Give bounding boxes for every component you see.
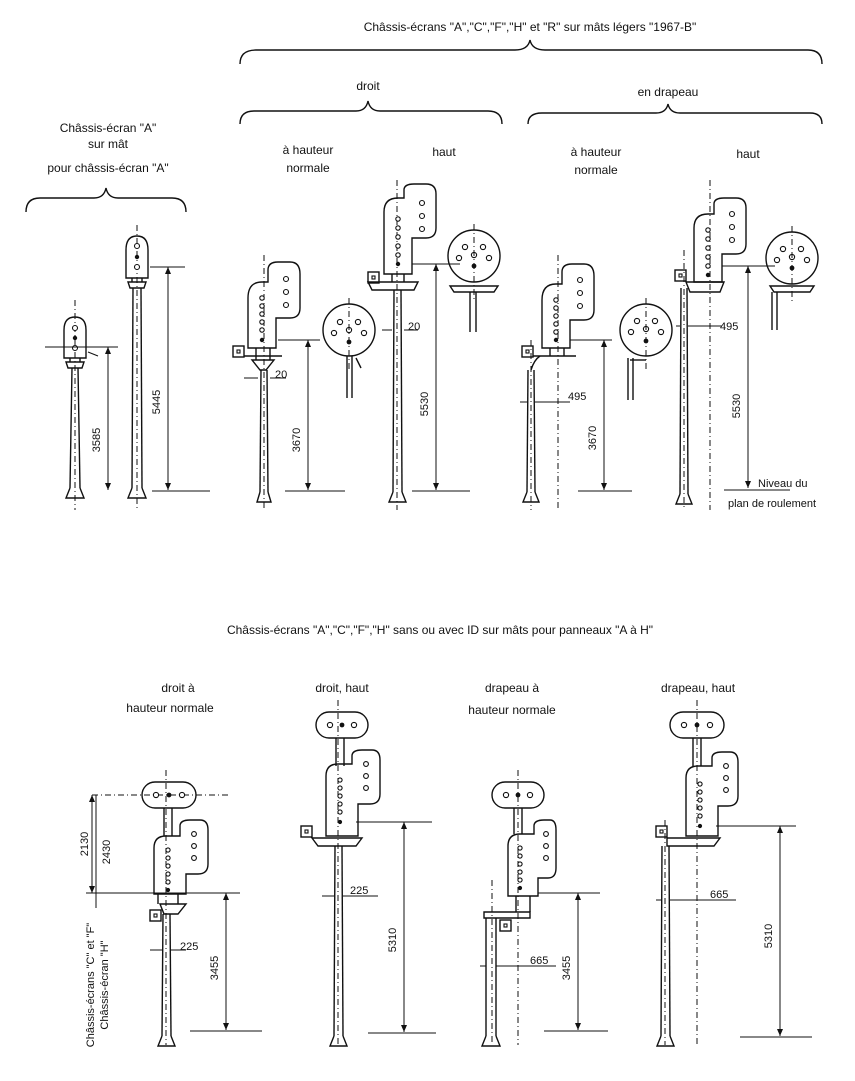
mast-b2: 225 5310 [300,700,436,1047]
dim-drap-haut-off: 495 [720,321,738,333]
b3-label-1: drapeau à [485,681,539,695]
b2-label: droit, haut [315,681,369,695]
mast-droit-haut: 20 5530 [366,180,501,510]
dim-droit-normal-h: 3670 [291,428,303,452]
b1-label-2: hauteur normale [126,701,214,715]
droit-title: droit [356,79,380,93]
dim-droit-haut-off: 20 [408,321,420,333]
dim-b4-h: 5310 [763,924,775,948]
dim-droit-haut-h: 5530 [419,392,431,416]
dim-drap-normal-off: 495 [568,391,586,403]
group-a-line3: pour châssis-écran "A" [47,161,168,175]
bottom-title: Châssis-écrans "A","C","F","H" sans ou a… [227,623,653,637]
droit-haut-label: haut [432,145,456,159]
droit-normal-label-1: à hauteur [283,143,334,157]
mast-a-tall: 5445 [125,225,210,510]
dim-a-tall: 5445 [151,390,163,414]
dim-b2-off: 225 [350,885,368,897]
mast-b3: 665 3455 [480,770,608,1047]
drap-haut-label: haut [736,147,760,161]
drap-normal-label-1: à hauteur [571,145,622,159]
side-label-1: Châssis-écrans "C" et "F" [85,923,97,1048]
mast-drap-haut: 495 5530 Niveau du plan de roulement [674,180,819,510]
droit-brace [239,100,503,125]
dim-drap-haut-h: 5530 [731,394,743,418]
dim-b1-h: 3455 [209,956,221,980]
ground-label-1: Niveau du [758,478,808,490]
top-title: Châssis-écrans "A","C","F","H" et "R" su… [364,20,697,34]
drapeau-brace [527,103,823,125]
dim-droit-normal-off: 20 [275,369,287,381]
dim-b4-off: 665 [710,889,728,901]
b4-label: drapeau, haut [661,681,736,695]
group-a-line1: Châssis-écran "A" [60,121,157,135]
side-label-2: Châssis-écran "H" [99,940,111,1029]
dim-b1-top2: 2430 [101,840,113,864]
dim-b2-h: 5310 [387,928,399,952]
mast-b4: 665 5310 [655,700,812,1047]
dim-b1-top1: 2130 [79,832,91,856]
drap-normal-label-2: normale [574,163,618,177]
group-a-brace [25,187,187,213]
mast-droit-normal: 20 3670 [232,255,376,510]
mast-b1: 225 3455 2130 2430 [79,770,262,1047]
mast-a-small: 3585 [45,300,118,510]
top-brace [239,39,823,65]
dim-b1-off: 225 [180,941,198,953]
ground-label-2: plan de roulement [728,498,816,510]
b3-label-2: hauteur normale [468,703,556,717]
group-a-line2: sur mât [88,137,129,151]
mast-drap-normal: 495 3670 [520,255,673,510]
droit-normal-label-2: normale [286,161,330,175]
dim-b3-off: 665 [530,955,548,967]
dim-b3-h: 3455 [561,956,573,980]
b1-label-1: droit à [161,681,195,695]
drapeau-title: en drapeau [638,85,699,99]
dim-drap-normal-h: 3670 [587,426,599,450]
dim-a-small: 3585 [91,428,103,452]
